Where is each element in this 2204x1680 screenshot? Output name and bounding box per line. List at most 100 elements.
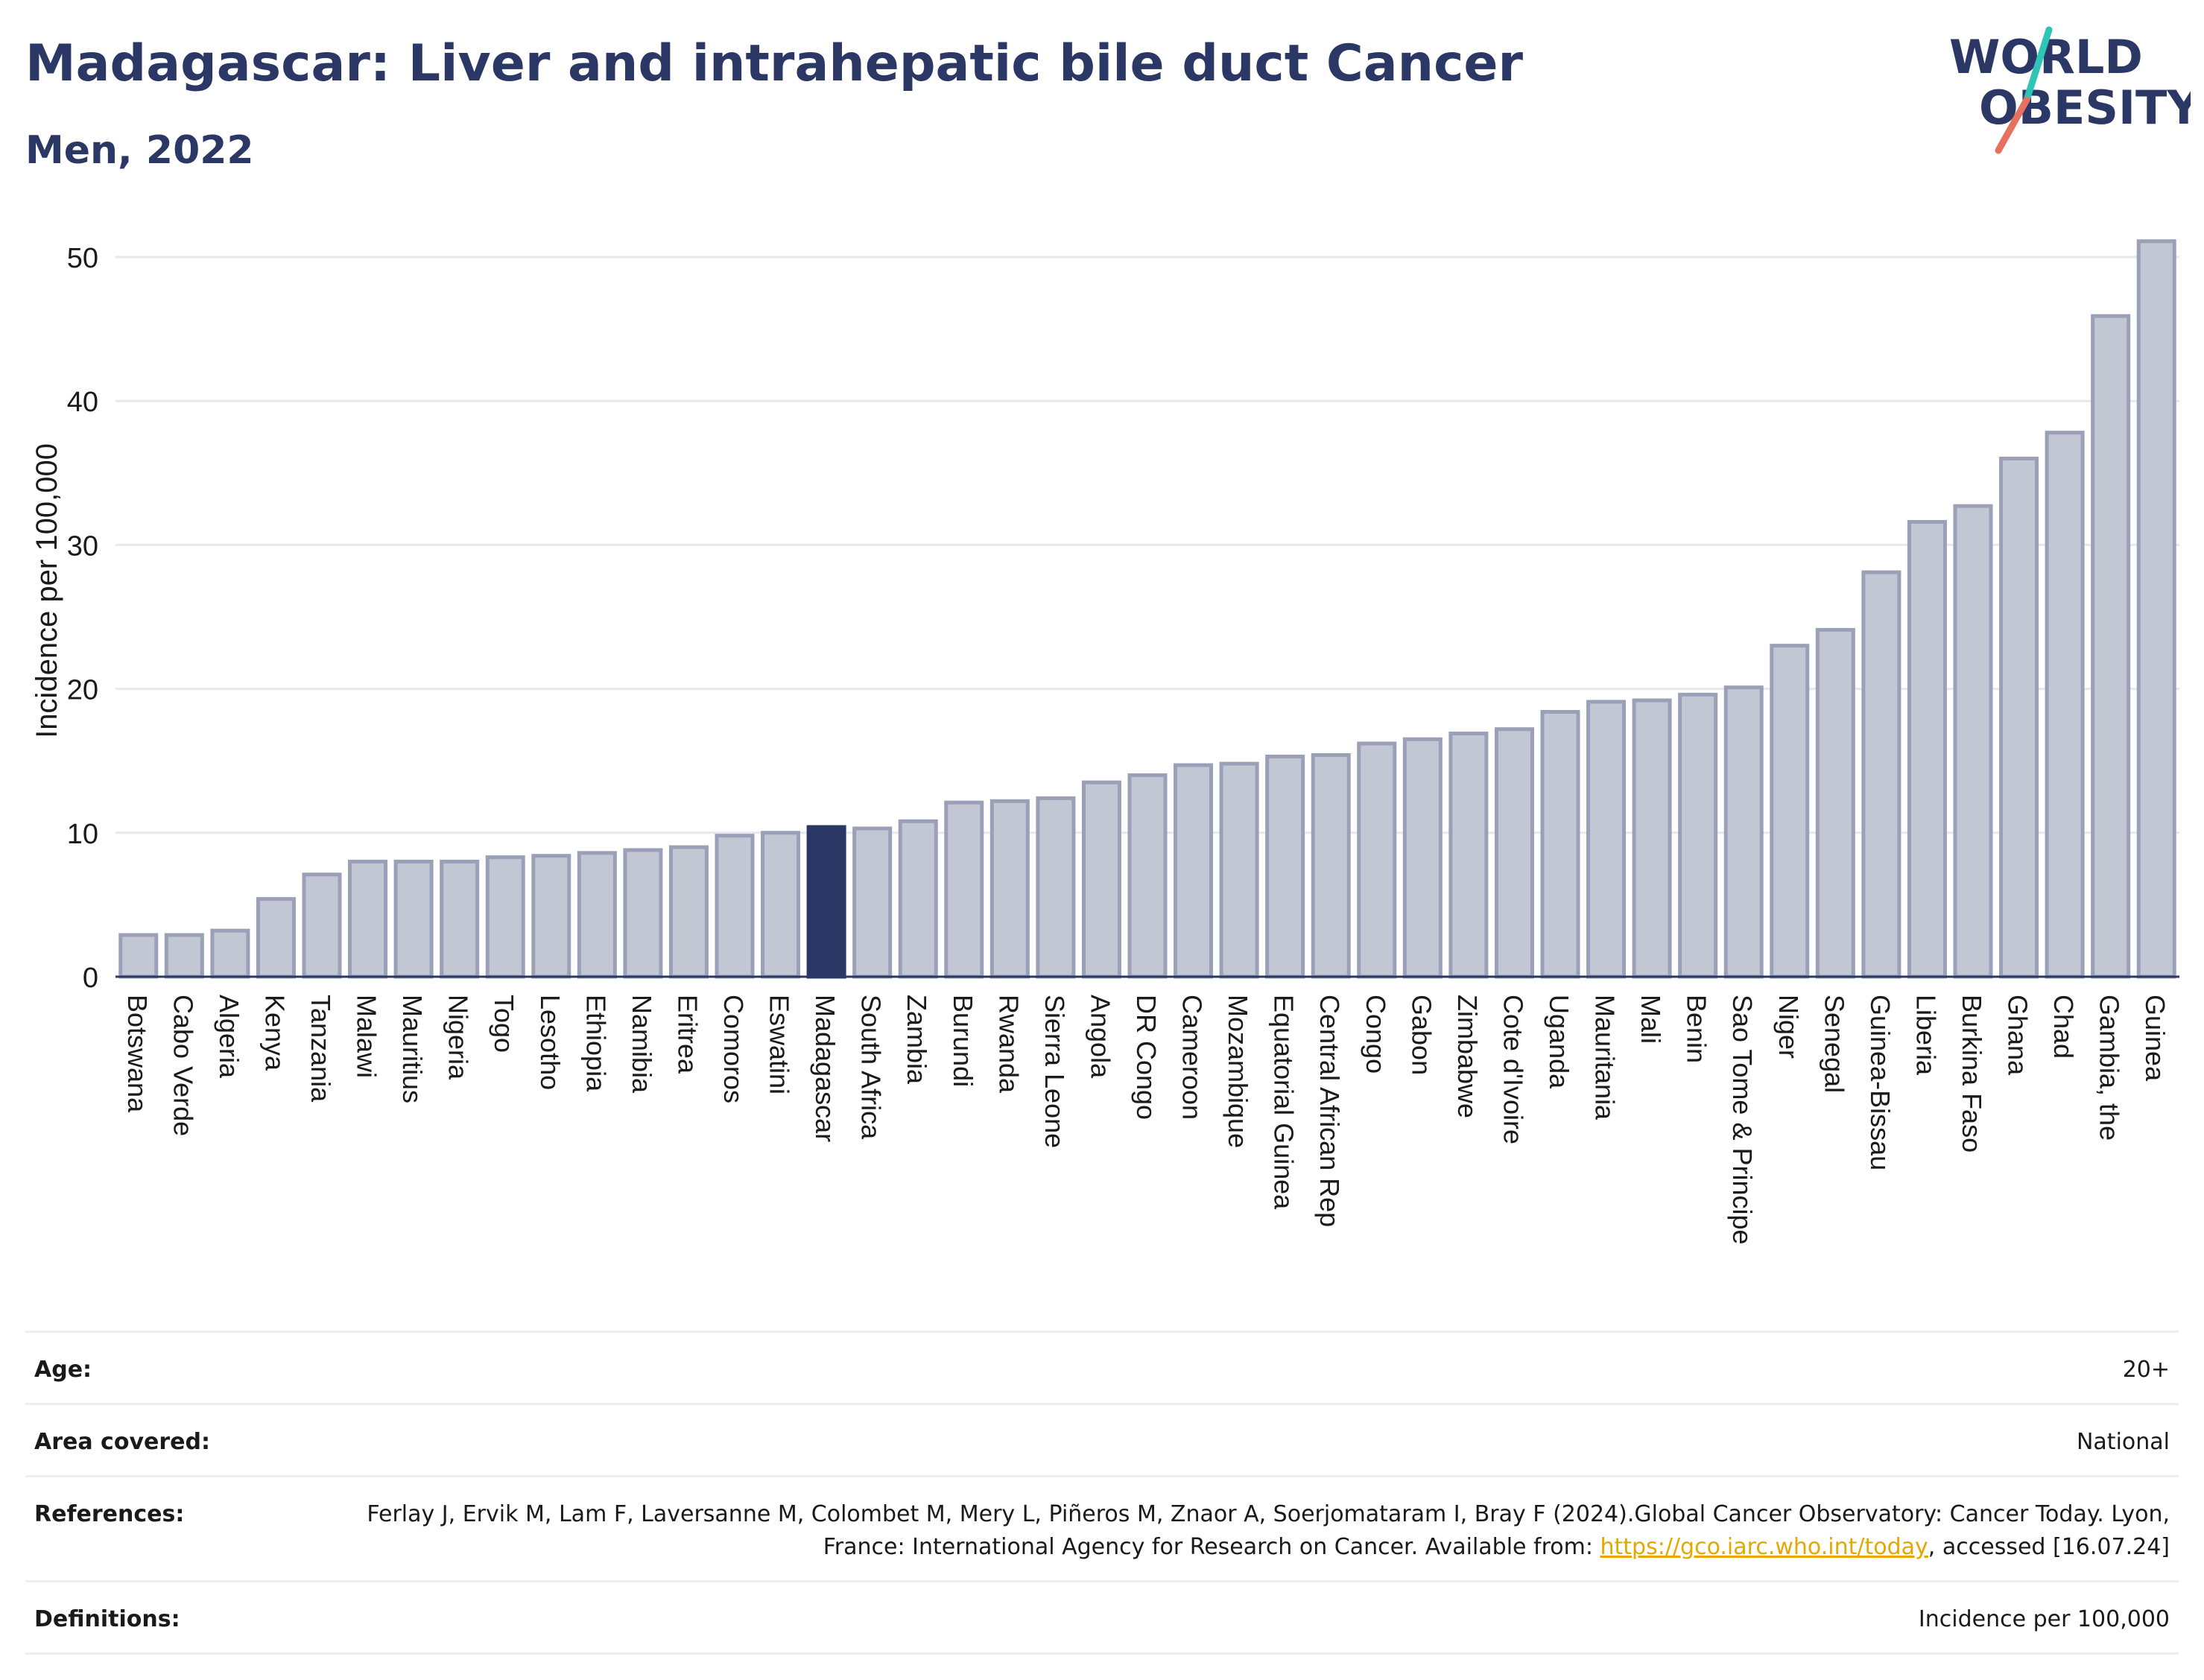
x-tick-label: Chad — [2048, 995, 2079, 1059]
logo-slash-red — [1995, 96, 2030, 154]
x-tick-label: Malawi — [352, 995, 382, 1078]
x-tick-label: Mauritius — [397, 995, 428, 1103]
bar-cote-d-ivoire — [1494, 727, 1534, 979]
bar-mali — [1632, 698, 1672, 979]
bar-guinea — [2136, 239, 2176, 979]
y-ticks: 0 10 20 30 40 50 — [67, 243, 98, 994]
bar-tanzania — [302, 872, 342, 979]
y-tick-label: 10 — [67, 819, 98, 850]
y-tick-label: 20 — [67, 675, 98, 706]
x-tick-label: Gabon — [1406, 995, 1437, 1075]
x-tick-label: Zambia — [902, 995, 932, 1085]
bar-benin — [1678, 692, 1718, 979]
bar-cabo-verde — [164, 933, 204, 979]
meta-row-area: Area covered: National — [25, 1403, 2179, 1475]
meta-label-references: References: — [34, 1501, 185, 1527]
y-axis-label: Incidence per 100,000 — [31, 443, 63, 738]
meta-value-area: National — [2076, 1429, 2170, 1455]
bar-eswatini — [761, 831, 801, 979]
x-tick-label: Niger — [1773, 995, 1804, 1059]
chart-title: Madagascar: Liver and intrahepatic bile … — [25, 34, 1524, 93]
x-tick-label: Guinea-Bissau — [1865, 995, 1896, 1170]
x-tick-label: Guinea — [2140, 995, 2170, 1082]
x-tick-label: Cameroon — [1177, 995, 1208, 1120]
bar-dr-congo — [1127, 773, 1168, 979]
x-tick-label: Burundi — [948, 995, 978, 1087]
bars-layer — [118, 239, 2176, 979]
x-tick-labels: Botswana Cabo Verde Algeria Kenya Tanzania Ma… — [122, 995, 2170, 1245]
meta-label-area: Area covered: — [34, 1429, 210, 1455]
x-tick-label: Madagascar — [810, 995, 840, 1142]
x-tick-label: Burkina Faso — [1957, 995, 1987, 1153]
x-tick-label: Ghana — [2003, 995, 2033, 1076]
x-tick-label: Mauritania — [1590, 995, 1621, 1120]
bar-chad — [2045, 431, 2085, 979]
bar-malawi — [348, 859, 388, 979]
bar-central-african-rep — [1311, 752, 1351, 979]
y-tick-label: 40 — [67, 387, 98, 418]
x-tick-label: Algeria — [214, 995, 244, 1079]
x-tick-label: Nigeria — [443, 995, 474, 1080]
chart-subtitle: Men, 2022 — [25, 128, 254, 173]
x-tick-label: Tanzania — [305, 995, 336, 1103]
x-tick-label: Cote d'Ivoire — [1498, 995, 1528, 1144]
bar-equatorial-guinea — [1265, 754, 1305, 979]
bar-lesotho — [531, 854, 571, 979]
logo-slash-teal — [2023, 26, 2053, 104]
bar-cameroon — [1174, 763, 1214, 979]
x-tick-label: Benin — [1682, 995, 1712, 1063]
reference-text: Ferlay J, Ervik M, Lam F, Laversanne M, … — [367, 1501, 2170, 1560]
bar-sierra-leone — [1036, 796, 1076, 979]
bar-ghana — [1999, 456, 2039, 979]
bar-algeria — [210, 928, 250, 979]
x-tick-label: Liberia — [1910, 995, 1941, 1076]
world-obesity-logo: WORLD OBESITY — [1949, 26, 2191, 154]
bar-uganda — [1540, 710, 1580, 979]
x-tick-label: Mali — [1635, 995, 1666, 1044]
bar-mozambique — [1219, 761, 1259, 979]
bar-togo — [485, 855, 525, 979]
x-tick-label: Angola — [1085, 995, 1115, 1079]
bar-chart: 0 10 20 30 40 50 Botswana Cabo Verde Algeria Ken… — [31, 239, 2179, 1245]
bar-namibia — [623, 848, 663, 979]
bar-sao-tome-principe — [1723, 685, 1764, 979]
meta-value-definitions: Incidence per 100,000 — [1918, 1606, 2170, 1632]
reference-link[interactable]: https://gco.iarc.who.int/today — [1600, 1534, 1928, 1560]
x-tick-label: Ethiopia — [580, 995, 611, 1092]
bar-comoros — [715, 834, 755, 979]
x-tick-label: South Africa — [856, 995, 887, 1140]
meta-value-references: Ferlay J, Ervik M, Lam F, Laversanne M, … — [307, 1498, 2170, 1564]
x-tick-label: Eritrea — [672, 995, 703, 1074]
bar-angola — [1081, 780, 1121, 979]
x-tick-label: Mozambique — [1223, 995, 1253, 1148]
bar-congo — [1357, 741, 1397, 979]
bar-eritrea — [668, 845, 709, 979]
x-tick-label: Togo — [489, 995, 519, 1053]
bar-guinea-bissau — [1861, 570, 1901, 979]
x-tick-label: Sierra Leone — [1039, 995, 1070, 1148]
bar-liberia — [1907, 519, 1947, 979]
metadata-table: Age: 20+ Area covered: National Referenc… — [25, 1331, 2179, 1655]
bar-ethiopia — [577, 851, 617, 979]
bar-mauritius — [393, 859, 434, 979]
x-tick-label: Rwanda — [993, 995, 1024, 1094]
bar-south-africa — [852, 826, 893, 979]
x-tick-label: Senegal — [1819, 995, 1849, 1093]
x-tick-label: Eswatini — [764, 995, 795, 1094]
meta-row-references: References: Ferlay J, Ervik M, Lam F, La… — [25, 1475, 2179, 1580]
bar-zambia — [898, 819, 938, 979]
x-tick-label: Uganda — [1544, 995, 1574, 1089]
x-tick-label: DR Congo — [1131, 995, 1162, 1120]
meta-label-definitions: Definitions: — [34, 1606, 180, 1632]
meta-label-age: Age: — [34, 1357, 92, 1383]
bar-niger — [1770, 644, 1810, 979]
x-tick-label: Namibia — [627, 995, 657, 1094]
y-tick-label: 30 — [67, 530, 98, 562]
bar-gambia-the — [2091, 314, 2131, 979]
bar-burkina-faso — [1953, 504, 1993, 979]
bar-kenya — [256, 897, 296, 979]
x-tick-label: Central African Rep — [1314, 995, 1345, 1227]
x-tick-label: Congo — [1361, 995, 1391, 1074]
bar-rwanda — [989, 799, 1030, 979]
reference-accessed: , accessed [16.07.24] — [1928, 1534, 2170, 1560]
